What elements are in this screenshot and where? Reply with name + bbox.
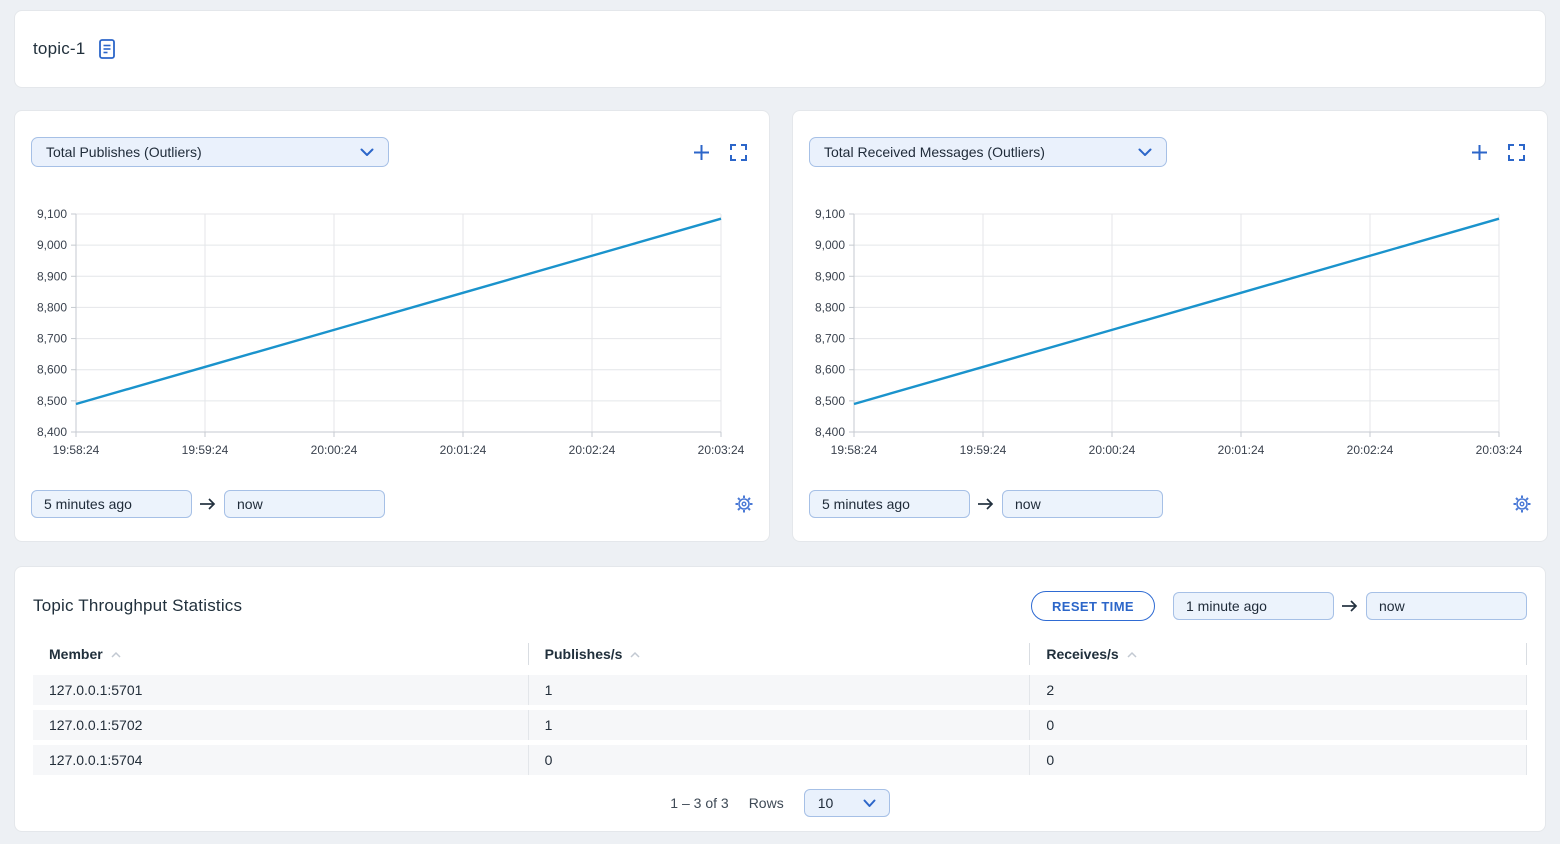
svg-text:8,900: 8,900 — [37, 269, 67, 283]
svg-text:8,400: 8,400 — [815, 425, 845, 439]
rows-per-page-label: Rows — [748, 795, 784, 811]
column-header-member[interactable]: Member — [33, 643, 528, 665]
time-to-input[interactable] — [224, 490, 385, 518]
charts-row: Total Publishes (Outliers) 8,400 8,500 8,6… — [14, 110, 1548, 542]
reset-time-button[interactable]: RESET TIME — [1030, 591, 1155, 621]
table-row[interactable]: 127.0.0.1:5701 1 2 — [33, 675, 1527, 705]
chevron-down-icon — [360, 144, 374, 160]
topic-header-card: topic-1 — [14, 10, 1546, 88]
receives-cell: 0 — [1029, 745, 1527, 775]
sort-caret-icon — [110, 646, 122, 662]
svg-text:8,500: 8,500 — [815, 394, 845, 408]
svg-text:8,400: 8,400 — [37, 425, 67, 439]
svg-text:20:03:24: 20:03:24 — [1476, 443, 1523, 457]
page-title: topic-1 — [33, 39, 86, 58]
time-to-input[interactable] — [1002, 490, 1163, 518]
svg-text:8,700: 8,700 — [37, 332, 67, 346]
publishes-line-chart: 8,400 8,500 8,600 8,700 8,800 8,900 9,000 9,100… — [31, 199, 753, 466]
gear-icon[interactable] — [1513, 495, 1531, 513]
metric-select-received[interactable]: Total Received Messages (Outliers) — [809, 137, 1167, 167]
publishes-cell: 0 — [527, 745, 1030, 775]
throughput-table: Member Publishes/s Receives/s 127.0.0.1:… — [33, 638, 1527, 775]
svg-text:19:58:24: 19:58:24 — [53, 443, 100, 457]
topic-throughput-panel: Topic Throughput Statistics RESET TIME M… — [14, 566, 1546, 832]
member-cell: 127.0.0.1:5704 — [49, 752, 143, 768]
column-header-publishes[interactable]: Publishes/s — [527, 643, 1030, 665]
gear-icon[interactable] — [735, 495, 753, 513]
svg-text:19:59:24: 19:59:24 — [182, 443, 229, 457]
table-row[interactable]: 127.0.0.1:5702 1 0 — [33, 710, 1527, 740]
table-row[interactable]: 127.0.0.1:5704 0 0 — [33, 745, 1527, 775]
fullscreen-icon[interactable] — [1508, 143, 1525, 161]
member-cell: 127.0.0.1:5702 — [49, 717, 143, 733]
receives-cell: 2 — [1029, 675, 1527, 705]
publishes-chart-panel: Total Publishes (Outliers) 8,400 8,500 8,6… — [14, 110, 770, 542]
svg-text:8,900: 8,900 — [815, 269, 845, 283]
add-chart-icon[interactable] — [1471, 144, 1488, 161]
metric-select-publishes[interactable]: Total Publishes (Outliers) — [31, 137, 389, 167]
svg-text:19:59:24: 19:59:24 — [960, 443, 1007, 457]
svg-text:8,800: 8,800 — [815, 300, 845, 314]
stats-time-from-input[interactable] — [1173, 592, 1334, 620]
column-header-receives[interactable]: Receives/s — [1029, 643, 1527, 665]
arrow-right-icon — [976, 497, 996, 511]
time-from-input[interactable] — [31, 490, 192, 518]
table-header-row: Member Publishes/s Receives/s — [33, 638, 1527, 670]
svg-text:20:01:24: 20:01:24 — [1218, 443, 1265, 457]
svg-text:9,000: 9,000 — [37, 238, 67, 252]
svg-text:20:00:24: 20:00:24 — [311, 443, 358, 457]
sort-caret-icon — [629, 646, 641, 662]
svg-text:9,100: 9,100 — [815, 207, 845, 221]
svg-text:20:01:24: 20:01:24 — [440, 443, 487, 457]
stats-title: Topic Throughput Statistics — [33, 596, 243, 615]
page-range: 1 – 3 of 3 — [670, 795, 729, 811]
svg-text:8,700: 8,700 — [815, 332, 845, 346]
received-line-chart: 8,400 8,500 8,600 8,700 8,800 8,900 9,000 9,100… — [809, 199, 1531, 466]
svg-text:9,100: 9,100 — [37, 207, 67, 221]
add-chart-icon[interactable] — [693, 144, 710, 161]
sort-caret-icon — [1126, 646, 1138, 662]
stats-time-to-input[interactable] — [1366, 592, 1527, 620]
svg-text:19:58:24: 19:58:24 — [831, 443, 878, 457]
svg-text:8,800: 8,800 — [37, 300, 67, 314]
received-chart-panel: Total Received Messages (Outliers) 8,400… — [792, 110, 1548, 542]
rows-per-page-value: 10 — [817, 795, 834, 811]
svg-text:20:03:24: 20:03:24 — [698, 443, 745, 457]
svg-text:8,600: 8,600 — [815, 363, 845, 377]
document-icon[interactable] — [97, 38, 117, 60]
arrow-right-icon — [198, 497, 218, 511]
rows-per-page-select[interactable]: 10 — [803, 789, 890, 817]
svg-text:20:02:24: 20:02:24 — [569, 443, 616, 457]
arrow-right-icon — [1340, 599, 1360, 613]
chevron-down-icon — [863, 795, 876, 811]
fullscreen-icon[interactable] — [730, 143, 747, 161]
metric-select-value: Total Received Messages (Outliers) — [824, 144, 1045, 160]
publishes-cell: 1 — [527, 710, 1030, 740]
member-cell: 127.0.0.1:5701 — [49, 682, 143, 698]
publishes-cell: 1 — [527, 675, 1030, 705]
svg-text:20:00:24: 20:00:24 — [1089, 443, 1136, 457]
chevron-down-icon — [1138, 144, 1152, 160]
svg-text:8,500: 8,500 — [37, 394, 67, 408]
time-from-input[interactable] — [809, 490, 970, 518]
svg-text:20:02:24: 20:02:24 — [1347, 443, 1394, 457]
metric-select-value: Total Publishes (Outliers) — [46, 144, 202, 160]
receives-cell: 0 — [1029, 710, 1527, 740]
pagination: 1 – 3 of 3 Rows 10 — [33, 789, 1527, 817]
svg-text:9,000: 9,000 — [815, 238, 845, 252]
svg-text:8,600: 8,600 — [37, 363, 67, 377]
